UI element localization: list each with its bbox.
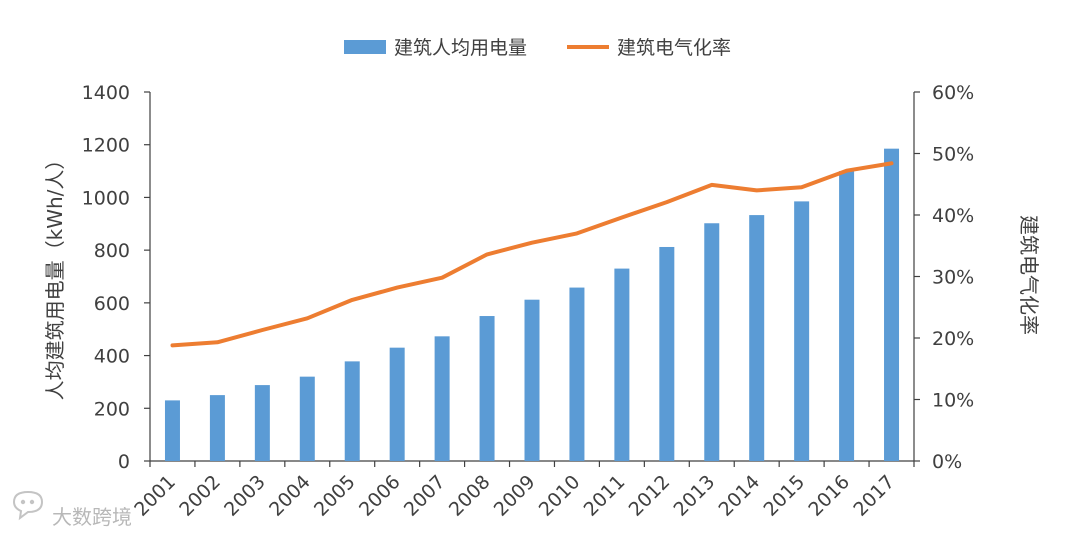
x-tick-label: 2017 [849, 471, 899, 521]
bar [749, 215, 765, 461]
y-tick-label-left: 1400 [82, 82, 130, 104]
x-tick-label: 2011 [580, 471, 630, 521]
y-tick-label-left: 200 [94, 398, 130, 420]
bar [794, 201, 810, 461]
bar [479, 316, 495, 461]
bar [839, 171, 855, 462]
x-tick-label: 2012 [625, 471, 675, 521]
bar [434, 336, 450, 461]
y-tick-label-left: 400 [94, 346, 130, 368]
x-tick-label: 2002 [175, 471, 225, 521]
bar [614, 268, 630, 461]
x-tick-label: 2016 [804, 471, 854, 521]
y-tick-label-right: 50% [932, 144, 974, 166]
y-tick-label-right: 30% [932, 267, 974, 289]
y-tick-label-left: 600 [94, 293, 130, 315]
bar [209, 395, 225, 461]
y-tick-label-right: 60% [932, 82, 974, 104]
x-tick-label: 2005 [310, 471, 360, 521]
line-path [170, 161, 894, 348]
line-series [170, 161, 894, 348]
x-tick-label: 2008 [445, 471, 495, 521]
x-tick-label: 2013 [670, 471, 720, 521]
bar [659, 246, 675, 461]
bar [884, 148, 900, 462]
y-axis-title-left: 人均建筑用电量（kWh/人） [43, 150, 67, 401]
bar-series [164, 148, 900, 462]
y-tick-label-left: 1000 [82, 187, 130, 209]
legend-label-line: 建筑电气化率 [617, 37, 731, 59]
y-tick-label-right: 40% [932, 205, 974, 227]
x-tick-label: 2001 [130, 471, 180, 521]
bar [344, 361, 360, 461]
y-tick-label-left: 0 [118, 451, 130, 473]
y-tick-label-right: 20% [932, 328, 974, 350]
y-tick-label-left: 1200 [82, 135, 130, 157]
bar [299, 376, 315, 461]
bar [524, 299, 540, 461]
x-tick-label: 2003 [220, 471, 270, 521]
x-tick-label: 2006 [355, 471, 405, 521]
watermark: 大数跨境 [12, 490, 132, 529]
bar [569, 287, 585, 461]
bar [389, 347, 405, 461]
bar [704, 223, 720, 461]
x-tick-label: 2009 [490, 471, 540, 521]
y-axis-title-right: 建筑电气化率 [1017, 215, 1041, 335]
x-tick-label: 2010 [535, 471, 585, 521]
legend-label-bar: 建筑人均用电量 [394, 37, 527, 59]
x-tick-label: 2015 [759, 471, 809, 521]
watermark-text: 大数跨境 [52, 505, 132, 529]
y-tick-label-right: 10% [932, 390, 974, 412]
x-tick-label: 2007 [400, 471, 450, 521]
x-tick-label: 2004 [265, 471, 315, 521]
y-tick-labels-left: 0 200 400 600 800 1000 1200 1400 [82, 82, 130, 473]
y-tick-label-right: 0% [932, 451, 962, 473]
bar [164, 400, 180, 461]
bar [254, 385, 270, 461]
y-tick-label-left: 800 [94, 240, 130, 262]
y-tick-labels-right: 0% 10% 20% 30% 40% 50% 60% [932, 82, 974, 473]
legend-swatch-bar [344, 40, 386, 54]
legend: 建筑人均用电量 建筑电气化率 [344, 37, 731, 59]
x-tick-label: 2014 [714, 471, 764, 521]
x-tick-labels: 2001200220032004200520062007200820092010… [130, 471, 899, 521]
chat-bubble-logo-icon [12, 490, 44, 521]
